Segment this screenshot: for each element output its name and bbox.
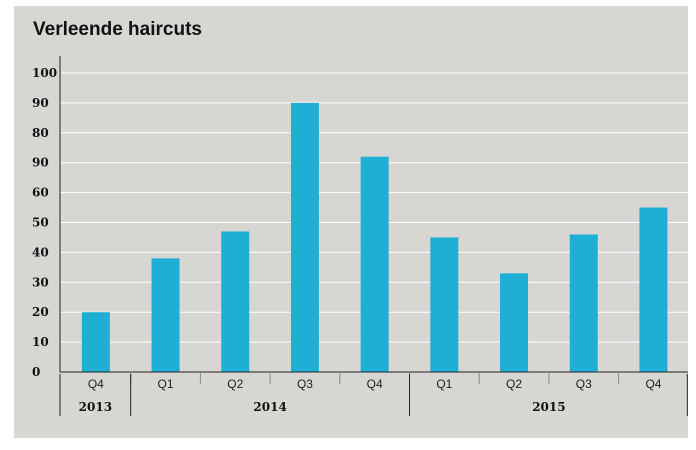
x-tick-label: Q4 <box>367 377 383 391</box>
x-tick-label: Q2 <box>506 377 522 391</box>
y-tick-label: 40 <box>32 245 49 259</box>
x-tick-label: Q3 <box>576 377 592 391</box>
x-tick-label: Q1 <box>436 377 452 391</box>
bar <box>221 231 250 372</box>
y-tick-label: 90 <box>32 96 49 110</box>
y-tick-label: 80 <box>32 126 49 140</box>
bar <box>290 102 319 373</box>
x-tick-label: Q3 <box>297 377 313 391</box>
year-label: 2014 <box>253 400 286 414</box>
bar <box>569 234 598 372</box>
y-tick-label: 60 <box>32 186 49 200</box>
y-tick-label: 0 <box>32 365 40 379</box>
x-axis: Q4 Q1 Q2 Q3 Q4 Q1 Q2 Q3 Q4 2013 2014 2015 <box>59 371 688 416</box>
year-label: 2013 <box>79 400 112 414</box>
y-tick-label: 50 <box>32 216 49 230</box>
x-tick-label: Q2 <box>227 377 243 391</box>
y-tick-label: 90 <box>32 156 49 170</box>
bar <box>360 156 389 372</box>
bar <box>430 237 459 372</box>
bars <box>81 102 668 373</box>
bar-chart: Verleende haircuts 0 10 20 30 40 50 60 90 80 90 10… <box>32 19 688 416</box>
y-tick-label: 100 <box>32 66 57 80</box>
y-tick-label: 20 <box>32 305 49 319</box>
x-tick-label: Q1 <box>158 377 174 391</box>
bar <box>81 312 110 372</box>
bar <box>151 258 180 372</box>
y-tick-label: 30 <box>32 275 49 289</box>
bar <box>500 273 529 372</box>
y-tick-label: 10 <box>32 335 49 349</box>
y-axis-tick-labels: 0 10 20 30 40 50 60 90 80 90 100 <box>32 66 57 379</box>
x-tick-label: Q4 <box>88 377 104 391</box>
bar <box>639 207 668 372</box>
x-tick-label: Q4 <box>645 377 661 391</box>
chart-title: Verleende haircuts <box>33 19 202 40</box>
year-label: 2015 <box>532 400 565 414</box>
chart-panel: Verleende haircuts 0 10 20 30 40 50 60 90 80 90 10… <box>14 6 688 438</box>
